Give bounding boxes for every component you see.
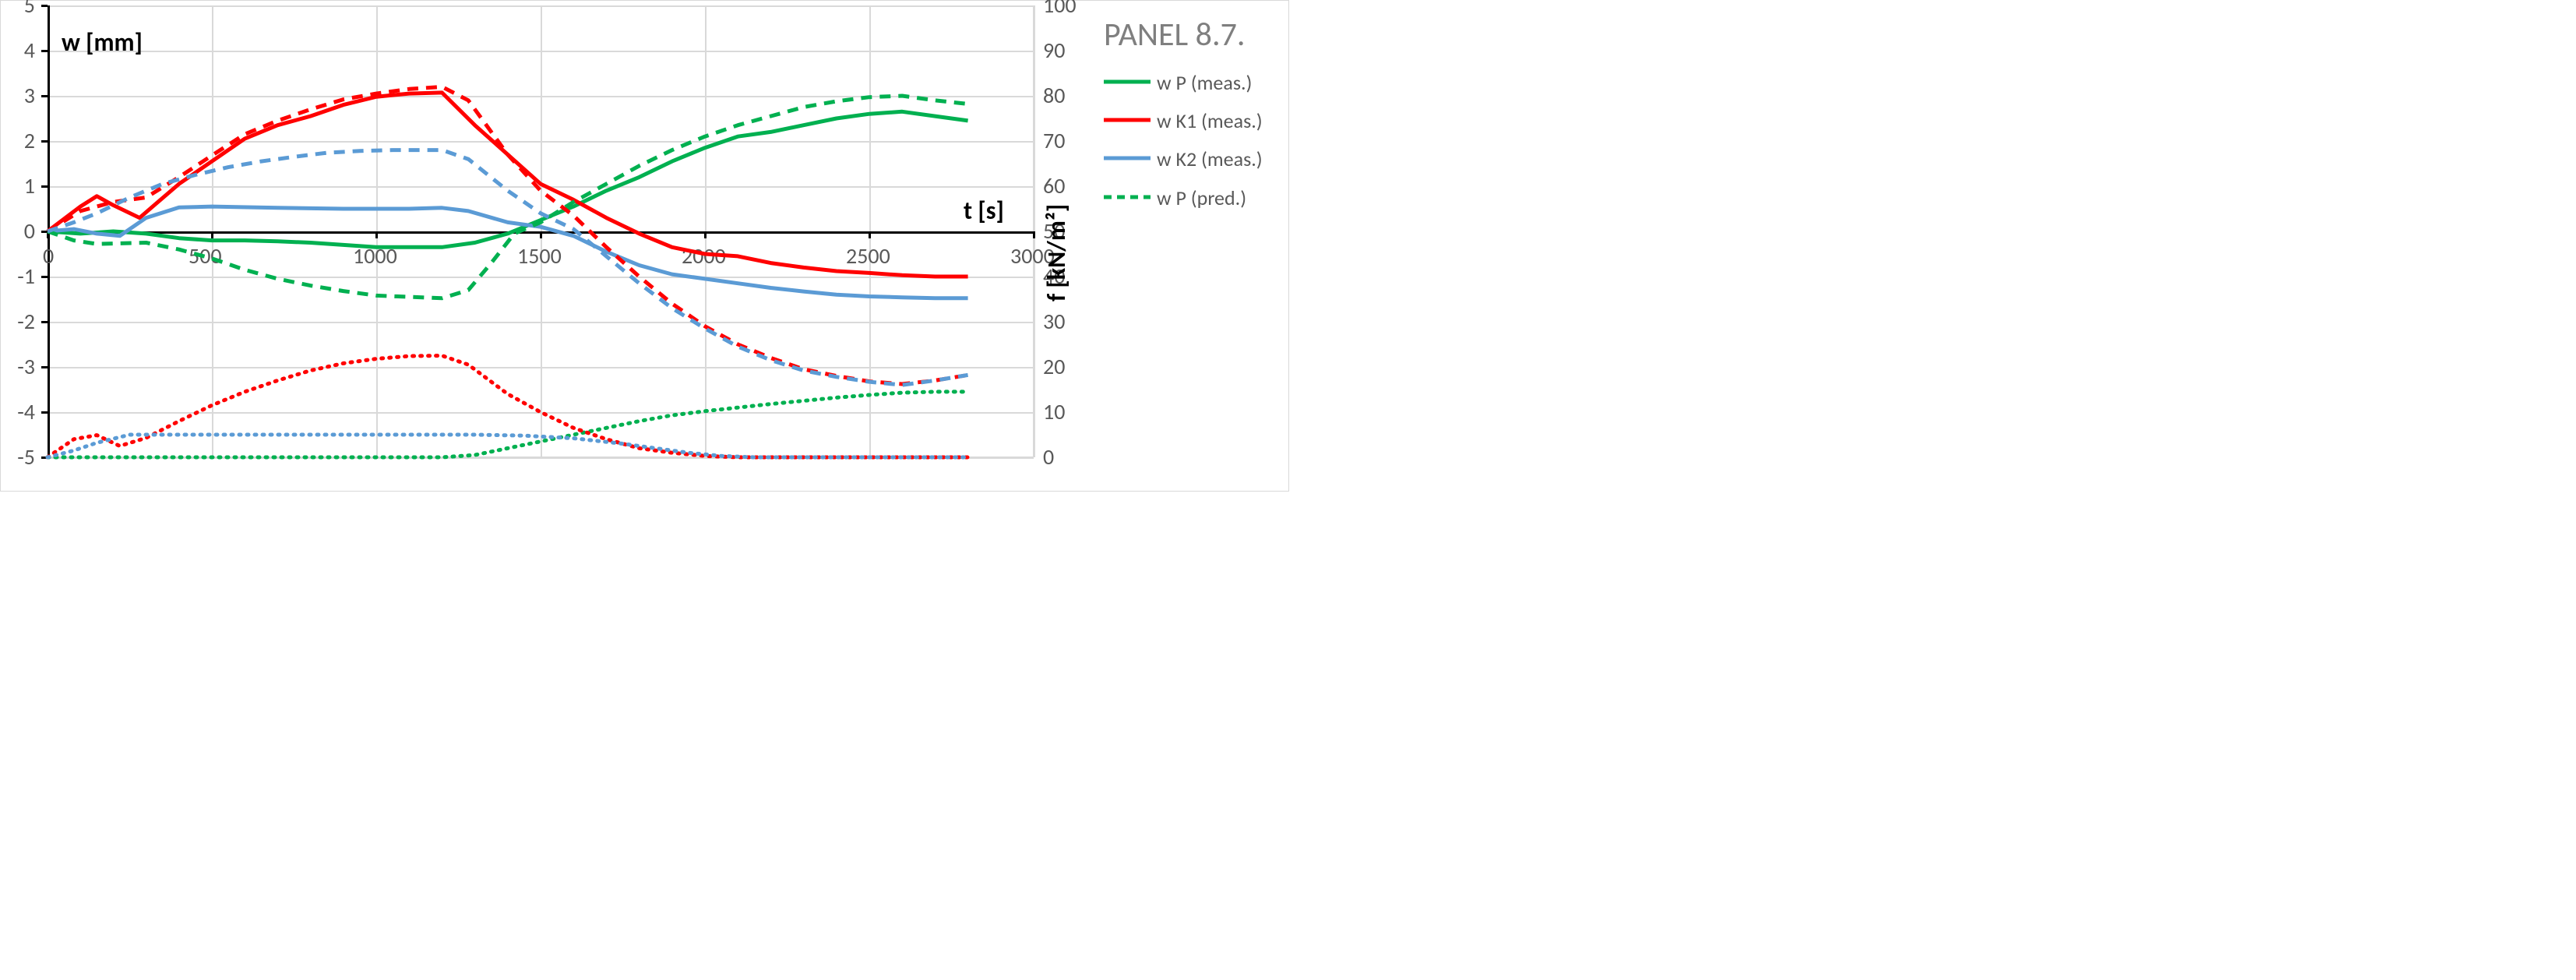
y-left-tick-label: 2 [0,127,35,154]
y-left-tick-label: 5 [0,0,35,19]
tick-mark [41,457,48,459]
tick-mark [41,411,48,414]
tick-mark [1033,231,1035,238]
x-tick-label: 2000 [682,242,726,270]
plot-area: -5-4-3-2-1012345010203040506070809010005… [48,5,1034,457]
x-tick-label: 2500 [846,242,890,270]
legend-label: w P (pred.) [1157,186,1246,210]
y-left-tick-label: -3 [0,353,35,380]
y-right-axis-title: f [kN/m²] [1041,146,1072,301]
legend-item: w K1 (meas.) [1104,109,1263,133]
tick-mark [704,231,707,238]
tick-mark [41,95,48,97]
legend-swatch [1104,71,1151,93]
y-right-tick-label: 10 [1043,398,1065,425]
legend-swatch [1104,109,1151,131]
tick-mark [47,231,49,238]
x-axis-title: t [s] [964,196,1004,226]
tick-mark [41,185,48,188]
legend-item: w P (pred.) [1104,186,1263,210]
legend-swatch [1104,186,1151,208]
legend-label: w K2 (meas.) [1157,147,1263,171]
legend: w P (meas.) w K1 (meas.) w K2 (meas.) w P (… [1104,71,1263,224]
y-right-tick-label: 90 [1043,37,1065,64]
tick-mark [41,321,48,323]
y-left-tick-label: -1 [0,263,35,290]
y-left-tick-label: -4 [0,398,35,425]
y-left-tick-label: 0 [0,217,35,245]
tick-mark [41,140,48,143]
x-tick-label: 0 [43,242,54,270]
tick-mark [41,276,48,278]
y-right-tick-label: 20 [1043,353,1065,380]
y-left-tick-label: -2 [0,308,35,335]
y-left-tick-label: 4 [0,37,35,64]
legend-label: w K1 (meas.) [1157,109,1263,133]
y-left-axis-title: w [mm] [62,27,143,58]
x-tick-label: 1000 [353,242,397,270]
tick-mark [211,231,213,238]
tick-mark [375,231,378,238]
y-right-tick-label: 80 [1043,82,1065,109]
x-tick-label: 500 [189,242,222,270]
tick-mark [41,5,48,7]
tick-mark [540,231,542,238]
legend-item: w K2 (meas.) [1104,147,1263,171]
x-tick-label: 1500 [517,242,562,270]
y-right-tick-label: 100 [1043,0,1077,19]
tick-mark [869,231,871,238]
chart-container: -5-4-3-2-1012345010203040506070809010005… [0,0,1289,492]
tick-mark [41,50,48,52]
panel-title: PANEL 8.7. [1104,15,1245,55]
y-right-tick-label: 0 [1043,443,1054,471]
y-right-tick-label: 30 [1043,308,1065,335]
legend-swatch [1104,147,1151,169]
y-left-tick-label: -5 [0,443,35,471]
tick-mark [41,366,48,368]
legend-item: w P (meas.) [1104,71,1263,95]
legend-label: w P (meas.) [1157,71,1252,95]
y-left-tick-label: 3 [0,82,35,109]
y-left-tick-label: 1 [0,172,35,199]
grid-horizontal [48,457,1034,459]
